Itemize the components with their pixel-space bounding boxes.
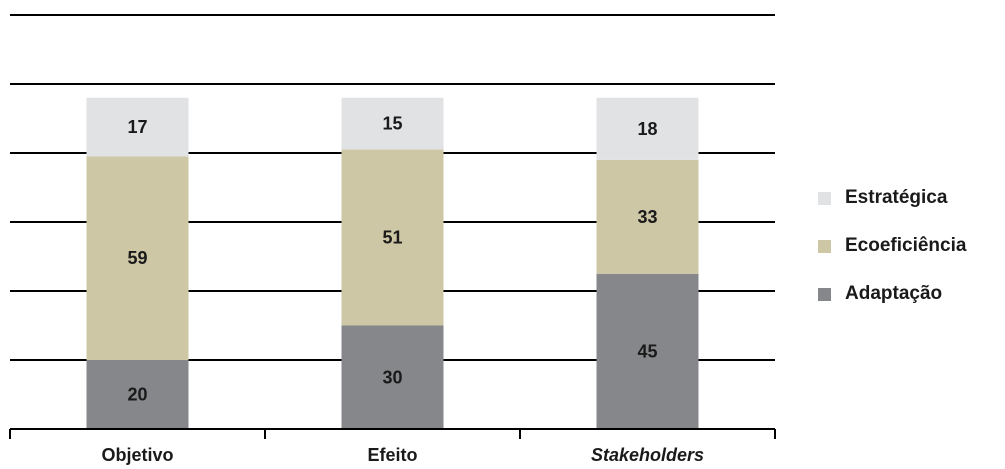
legend-label-ecoeficiencia: Ecoeficiência: [845, 235, 967, 256]
legend-item-ecoeficiencia: Ecoeficiência: [818, 234, 966, 258]
data-label: 51: [382, 228, 402, 248]
bar-segment: [86, 156, 189, 360]
data-label: 20: [127, 385, 147, 405]
bars: 20 59 17 30 51 15 45 33 18: [86, 97, 699, 429]
bar-segment: [341, 149, 444, 326]
bar-segment: [86, 97, 189, 157]
bar-segment: [596, 97, 699, 160]
legend-swatch-ecoeficiencia: [818, 239, 831, 253]
legend-item-estrategica: Estratégica: [818, 186, 966, 210]
bar-segment: [86, 360, 189, 429]
x-axis: Objetivo Efeito Stakeholders: [9, 428, 776, 465]
data-label: 45: [637, 341, 657, 361]
legend-label-adaptacao: Adaptação: [845, 283, 943, 304]
data-label: 15: [382, 114, 402, 134]
legend-item-adaptacao: Adaptação: [818, 282, 966, 306]
data-label: 33: [637, 207, 657, 227]
bar-segment: [341, 97, 444, 150]
legend: Estratégica Ecoeficiência Adaptação: [818, 186, 966, 330]
legend-swatch-adaptacao: [818, 287, 831, 301]
bar-segment: [341, 325, 444, 429]
x-tick-label: Efeito: [367, 445, 417, 465]
x-tick-label: Objetivo: [101, 445, 173, 465]
data-label: 18: [637, 119, 657, 139]
x-tick-label: Stakeholders: [591, 445, 704, 465]
data-label: 17: [127, 117, 147, 137]
legend-label-estrategica: Estratégica: [845, 187, 948, 208]
data-label: 30: [382, 367, 402, 387]
bar-segment: [596, 159, 699, 274]
bar-segment: [596, 273, 699, 429]
legend-swatch-estrategica: [818, 191, 831, 205]
data-label: 59: [127, 248, 147, 268]
